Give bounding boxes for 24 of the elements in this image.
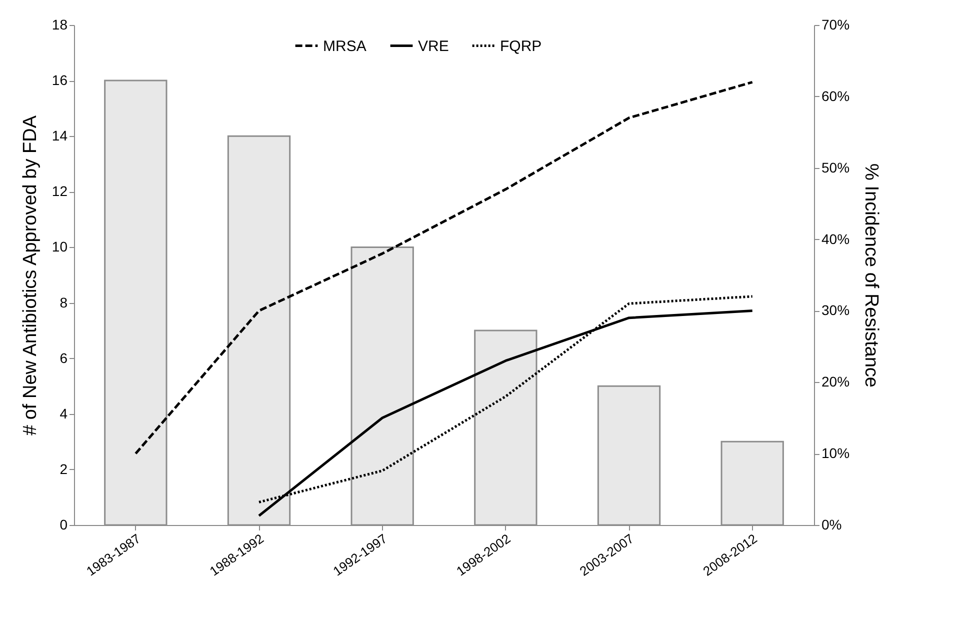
y-tick-label: 0 (60, 516, 68, 532)
y-tick-label: 4 (60, 405, 68, 422)
y-tick-label: 6 (60, 350, 68, 366)
y-axis-title: # of New Antibiotics Approved by FDA (20, 115, 41, 436)
y2-tick-label: 50% (822, 159, 850, 176)
y2-tick-label: 70% (822, 16, 850, 32)
y2-axis-title: % Incidence of Resistance (860, 164, 882, 388)
y2-tick-label: 0% (822, 516, 842, 532)
y2-tick-label: 60% (822, 88, 850, 104)
y-tick-label: 18 (52, 16, 68, 32)
y2-tick-label: 40% (822, 230, 850, 247)
y-tick-label: 16 (52, 72, 68, 88)
y-tick-label: 2 (60, 460, 68, 477)
y-tick-label: 14 (52, 128, 68, 144)
y2-tick-label: 20% (822, 374, 850, 390)
y-tick-label: 12 (52, 183, 68, 200)
y2-tick-label: 30% (822, 302, 850, 318)
legend-label: MRSA (323, 38, 366, 55)
y-tick-label: 8 (60, 294, 68, 310)
legend-label: VRE (418, 38, 449, 55)
line-series (134, 80, 754, 455)
y-tick-label: 10 (52, 238, 68, 255)
y2-tick-label: 10% (822, 445, 850, 462)
legend-label: FQRP (500, 38, 542, 55)
